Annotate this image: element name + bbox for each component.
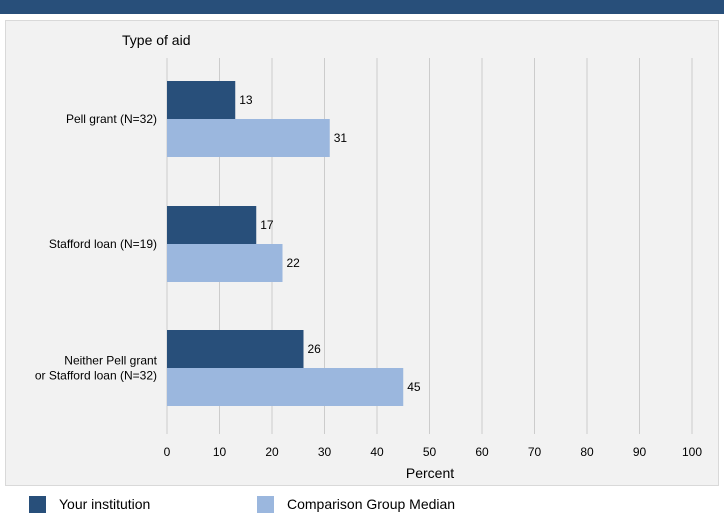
x-axis-title: Percent [406, 465, 454, 481]
x-tick-label: 100 [682, 445, 702, 459]
bar-comparison-median [167, 244, 283, 282]
x-tick-label: 20 [265, 445, 279, 459]
x-tick-label: 30 [318, 445, 332, 459]
header-band [0, 0, 724, 14]
legend-label: Your institution [59, 496, 151, 512]
bar-comparison-median [167, 119, 330, 157]
legend-item-comparison-median: Comparison Group Median [257, 495, 455, 513]
legend-label: Comparison Group Median [287, 496, 456, 512]
bar-your-institution [167, 81, 236, 119]
bar-chart: Type of aid 13 17 26 31 22 45 Pell grant (N=3… [35, 32, 703, 481]
category-label: or Stafford loan (N=32) [35, 369, 157, 383]
x-tick-labels: 0 10 20 30 40 50 60 70 80 90 100 [164, 445, 703, 459]
data-label: 17 [260, 218, 274, 232]
data-labels: 13 17 26 31 22 45 [239, 93, 421, 394]
data-label: 26 [308, 342, 322, 356]
data-label: 31 [334, 131, 348, 145]
data-label: 22 [287, 256, 301, 270]
legend: Your institution Comparison Group Median [0, 491, 724, 516]
legend-swatch-secondary [257, 495, 274, 513]
data-label: 45 [407, 380, 421, 394]
x-tick-label: 80 [580, 445, 594, 459]
bars [167, 81, 404, 406]
x-tick-label: 0 [164, 445, 171, 459]
x-tick-label: 40 [370, 445, 384, 459]
x-tick-label: 90 [633, 445, 647, 459]
x-tick-label: 10 [213, 445, 227, 459]
bar-your-institution [167, 330, 304, 368]
category-label: Stafford loan (N=19) [49, 237, 157, 251]
category-label: Pell grant (N=32) [66, 112, 157, 126]
y-axis-title: Type of aid [122, 32, 191, 48]
x-tick-label: 50 [423, 445, 437, 459]
legend-swatch-primary [29, 495, 46, 513]
bar-your-institution [167, 206, 257, 244]
x-tick-label: 60 [475, 445, 489, 459]
bar-comparison-median [167, 368, 404, 406]
chart-panel [5, 20, 719, 486]
category-label: Neither Pell grant [64, 354, 157, 368]
x-tick-label: 70 [528, 445, 542, 459]
legend-item-your-institution: Your institution [29, 495, 150, 513]
category-labels: Pell grant (N=32) Stafford loan (N=19) Nei… [35, 112, 158, 383]
data-label: 13 [239, 93, 253, 107]
